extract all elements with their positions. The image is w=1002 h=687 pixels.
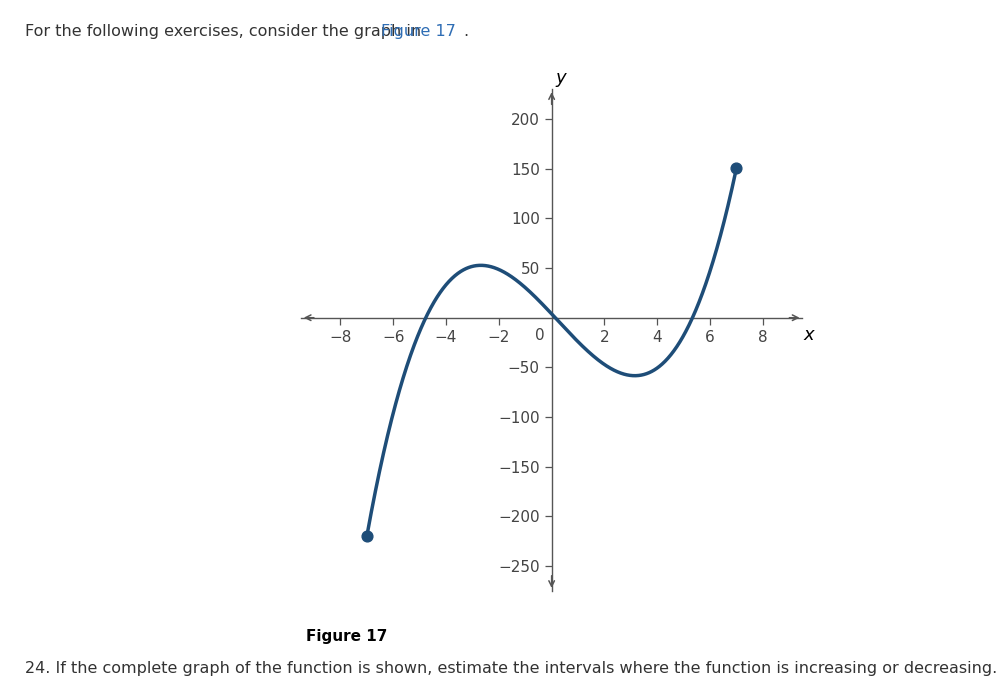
Text: Figure 17: Figure 17 <box>381 24 456 39</box>
Point <box>359 530 375 541</box>
Text: 24. If the complete graph of the function is shown, estimate the intervals where: 24. If the complete graph of the functio… <box>25 661 996 676</box>
Text: y: y <box>555 69 566 87</box>
Text: .: . <box>463 24 468 39</box>
Point <box>727 163 743 174</box>
Text: Figure 17: Figure 17 <box>306 629 387 644</box>
Text: 0: 0 <box>535 328 544 343</box>
Text: For the following exercises, consider the graph in: For the following exercises, consider th… <box>25 24 426 39</box>
Text: x: x <box>803 326 814 344</box>
